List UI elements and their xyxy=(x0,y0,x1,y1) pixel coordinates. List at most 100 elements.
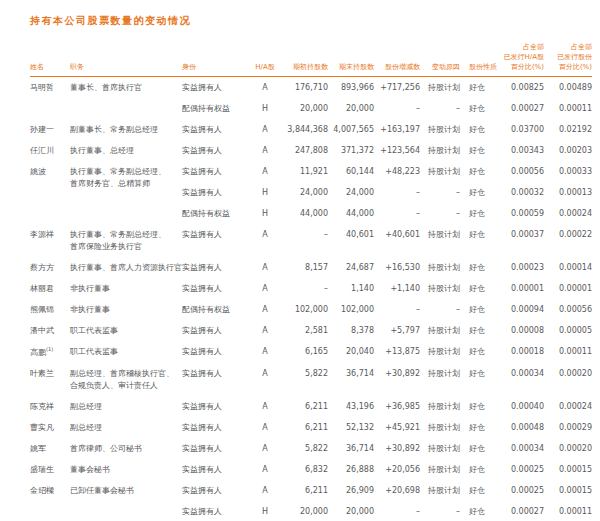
cell-pct-total: 0.00011 xyxy=(544,341,592,363)
cell-end: 20,000 xyxy=(328,98,374,119)
cell-pct-total: 0.00024 xyxy=(544,396,592,417)
cell-pct-class: 0.03700 xyxy=(496,119,544,140)
cell-pct-total: 0.00001 xyxy=(544,278,592,299)
table-row: 盛瑞生董事会秘书实益拥有人A6,83226,888+20,056持股计划好仓0.… xyxy=(30,459,592,480)
cell-position: 执行董事、总经理 xyxy=(70,140,182,161)
cell-reason: 持股计划 xyxy=(420,438,464,459)
cell-position: 副总经理 xyxy=(70,396,182,417)
cell-share-class: A xyxy=(252,417,278,438)
cell-begin: 247,808 xyxy=(278,140,328,161)
cell-nature: 好仓 xyxy=(464,299,496,320)
cell-end: 24,687 xyxy=(328,257,374,278)
cell-begin: 6,165 xyxy=(278,341,328,363)
position-line: 合规负责人、审计责任人 xyxy=(70,380,182,392)
position-line: 首席保险业务执行官 xyxy=(70,241,182,253)
cell-share-class: H xyxy=(252,182,278,203)
cell-share-class: A xyxy=(252,140,278,161)
cell-nature: 好仓 xyxy=(464,341,496,363)
position-line: 执行董事、总经理 xyxy=(70,145,182,157)
cell-end: 1,140 xyxy=(328,278,374,299)
cell-position: 副总经理 xyxy=(70,417,182,438)
cell-share-class: A xyxy=(252,119,278,140)
cell-pct-total: 0.00024 xyxy=(544,203,592,224)
cell-nature: 好仓 xyxy=(464,480,496,501)
cell-begin: 6,832 xyxy=(278,459,328,480)
cell-begin: 6,211 xyxy=(278,396,328,417)
cell-change: +30,892 xyxy=(374,438,420,459)
cell-end: 36,714 xyxy=(328,363,374,396)
table-row: 林丽君非执行董事实益拥有人A–1,140+1,140持股计划好仓0.000010… xyxy=(30,278,592,299)
table-body: 马明哲董事长、首席执行官实益拥有人A176,710893,966+717,256… xyxy=(30,77,592,521)
cell-share-class: A xyxy=(252,161,278,182)
table-row: 金绍樑已卸任董事会秘书实益拥有人A6,21126,909+20,698持股计划好… xyxy=(30,480,592,501)
cell-pct-class: 0.00001 xyxy=(496,278,544,299)
cell-pct-class: 0.00825 xyxy=(496,77,544,99)
cell-position: 副董事长、常务副总经理 xyxy=(70,119,182,140)
cell-capacity: 实益拥有人 xyxy=(182,480,252,501)
cell-share-class: A xyxy=(252,363,278,396)
cell-pct-class: 0.00094 xyxy=(496,299,544,320)
cell-nature: 好仓 xyxy=(464,501,496,521)
cell-capacity: 配偶持有权益 xyxy=(182,203,252,224)
cell-reason: – xyxy=(420,299,464,320)
cell-pct-total: 0.00011 xyxy=(544,501,592,521)
cell-reason: 持股计划 xyxy=(420,459,464,480)
cell-position: 执行董事、首席人力资源执行官 xyxy=(70,257,182,278)
cell-change: +20,698 xyxy=(374,480,420,501)
cell-reason: 持股计划 xyxy=(420,278,464,299)
cell-nature: 好仓 xyxy=(464,320,496,341)
cell-begin: – xyxy=(278,278,328,299)
cell-pct-class: 0.00343 xyxy=(496,140,544,161)
cell-begin: – xyxy=(278,224,328,257)
cell-pct-total: 0.00033 xyxy=(544,161,592,182)
cell-reason: 持股计划 xyxy=(420,119,464,140)
cell-share-class: A xyxy=(252,257,278,278)
cell-name: 任汇川 xyxy=(30,140,70,161)
cell-share-class: H xyxy=(252,501,278,521)
cell-pct-total: 0.00029 xyxy=(544,417,592,438)
cell-change: +48,223 xyxy=(374,161,420,182)
cell-pct-total: 0.02192 xyxy=(544,119,592,140)
cell-position: 非执行董事 xyxy=(70,299,182,320)
cell-change: – xyxy=(374,98,420,119)
cell-begin: 20,000 xyxy=(278,501,328,521)
cell-position: 首席律师、公司秘书 xyxy=(70,438,182,459)
shareholding-table: 姓名 职务 身份 H/A股 期初持股数 期末持股数 股份增减数 变动原因 股份性… xyxy=(30,42,592,521)
cell-begin: 24,000 xyxy=(278,182,328,203)
cell-reason: 持股计划 xyxy=(420,480,464,501)
cell-capacity: 实益拥有人 xyxy=(182,501,252,521)
table-row: 陈克祥副总经理实益拥有人A6,21143,196+36,985持股计划好仓0.0… xyxy=(30,396,592,417)
cell-reason: 持股计划 xyxy=(420,224,464,257)
col-header-capacity: 身份 xyxy=(182,42,252,77)
cell-capacity: 实益拥有人 xyxy=(182,396,252,417)
cell-end: 40,601 xyxy=(328,224,374,257)
position-line: 董事会秘书 xyxy=(70,464,182,476)
report-page: 持有本公司股票数量的变动情况 姓名 职务 身份 H/A股 期初持股数 期末持股数… xyxy=(0,0,600,521)
cell-name: 姚军 xyxy=(30,438,70,459)
cell-nature: 好仓 xyxy=(464,396,496,417)
cell-change: +717,256 xyxy=(374,77,420,99)
cell-end: 24,000 xyxy=(328,182,374,203)
cell-share-class: A xyxy=(252,438,278,459)
cell-begin: 5,822 xyxy=(278,438,328,459)
col-header-reason: 变动原因 xyxy=(420,42,464,77)
position-line: 副总经理 xyxy=(70,422,182,434)
cell-position: 董事会秘书 xyxy=(70,459,182,480)
cell-reason: – xyxy=(420,203,464,224)
cell-end: 52,132 xyxy=(328,417,374,438)
table-row: 姚军首席律师、公司秘书实益拥有人A5,82236,714+30,892持股计划好… xyxy=(30,438,592,459)
cell-nature: 好仓 xyxy=(464,98,496,119)
cell-nature: 好仓 xyxy=(464,77,496,99)
cell-pct-total: 0.00022 xyxy=(544,224,592,257)
cell-share-class: A xyxy=(252,459,278,480)
pct-class-line1: 占全部 xyxy=(496,42,544,52)
cell-nature: 好仓 xyxy=(464,459,496,480)
cell-pct-class: 0.00034 xyxy=(496,363,544,396)
table-row: 熊佩锦非执行董事配偶持有权益A102,000102,000––好仓0.00094… xyxy=(30,299,592,320)
cell-pct-class: 0.00032 xyxy=(496,182,544,203)
table-row: 高鹏(1)职工代表监事实益拥有人A6,16520,040+13,875持股计划好… xyxy=(30,341,592,363)
position-line: 已卸任董事会秘书 xyxy=(70,485,182,497)
cell-end: 8,378 xyxy=(328,320,374,341)
cell-nature: 好仓 xyxy=(464,119,496,140)
cell-pct-class: 0.00034 xyxy=(496,438,544,459)
